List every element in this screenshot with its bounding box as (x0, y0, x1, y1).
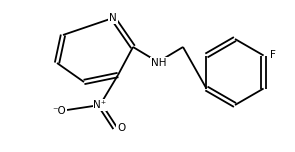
Text: N: N (109, 13, 117, 23)
Text: O: O (117, 123, 125, 133)
Text: F: F (270, 50, 276, 60)
Text: ⁻O: ⁻O (52, 106, 66, 116)
Text: NH: NH (151, 58, 167, 68)
Text: N⁺: N⁺ (94, 100, 106, 110)
